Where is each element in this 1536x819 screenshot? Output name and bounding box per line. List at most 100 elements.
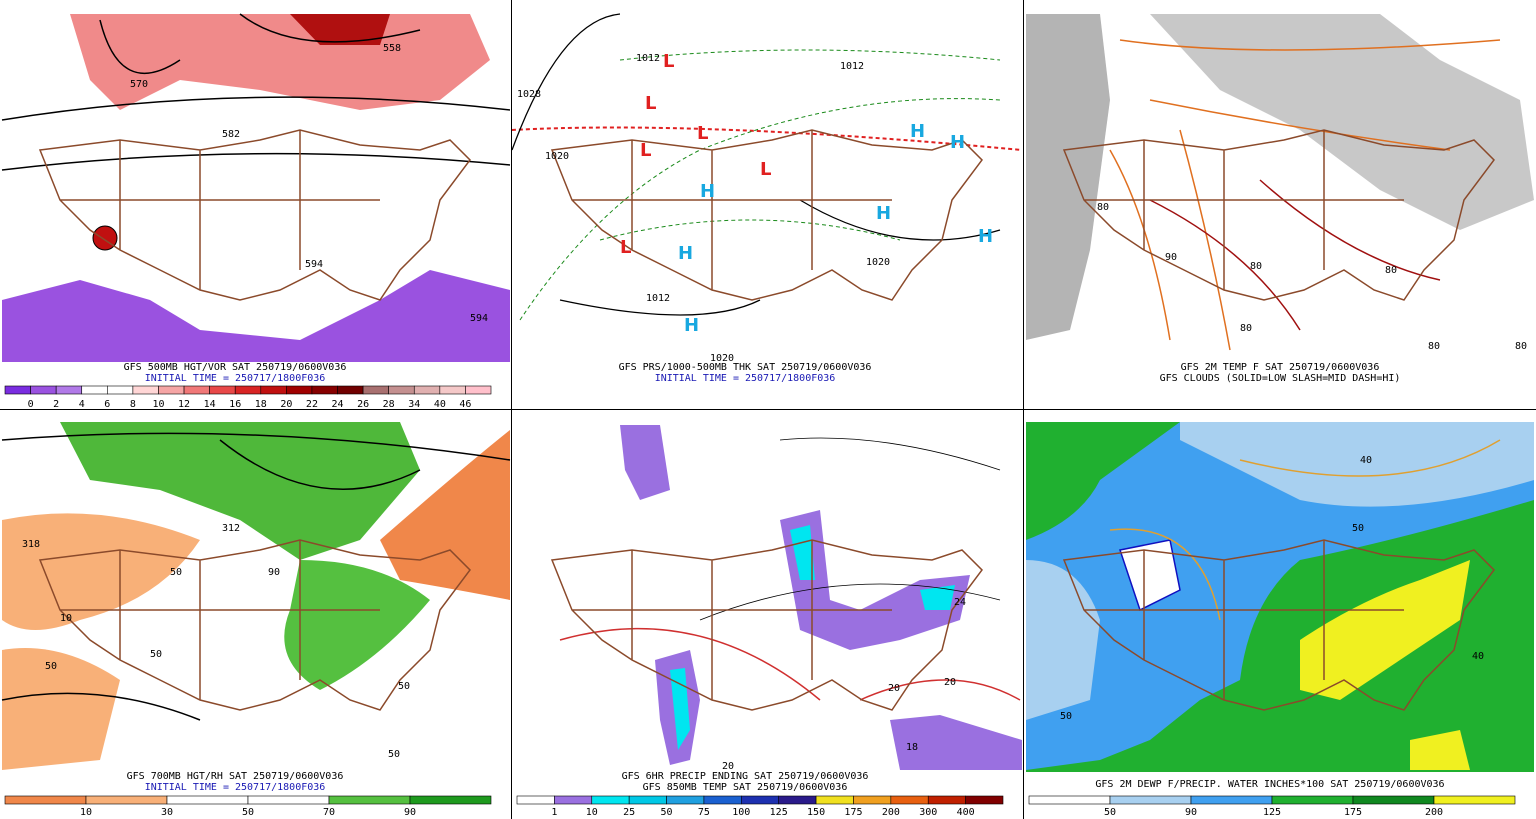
precip-label: 18 [906, 742, 918, 753]
colorbar-label: 125 [770, 807, 788, 818]
colorbar-label: 50 [242, 807, 254, 818]
colorbar-swatch [1271, 795, 1354, 805]
colorbar-label: 14 [204, 399, 216, 410]
contour-label: 80 [1250, 261, 1262, 272]
colorbar-label: 30 [161, 807, 173, 818]
colorbar-swatch [1352, 795, 1435, 805]
colorbar-swatch [413, 385, 441, 395]
colorbar-swatch [286, 385, 313, 395]
contour-label: 40 [1360, 455, 1372, 466]
colorbar-label: 70 [323, 807, 335, 818]
contour-label: 594 [470, 313, 488, 324]
temp-label: 20 [722, 761, 734, 772]
contour-label: 50 [398, 681, 410, 692]
colorbar-label: 0 [28, 399, 34, 410]
colorbar-swatch [209, 385, 236, 395]
colorbar-swatch [132, 385, 159, 395]
contour-label: 582 [222, 129, 240, 140]
contour-label: 40 [1472, 651, 1484, 662]
contour-label: 594 [305, 259, 323, 270]
high-symbol: H [700, 181, 715, 202]
moist-area [284, 560, 430, 690]
thickness-line [511, 126, 1023, 151]
colorbar-label: 400 [957, 807, 975, 818]
colorbar-swatch [166, 795, 249, 805]
colorbar-swatch [516, 795, 555, 805]
contour-label: 50 [388, 749, 400, 760]
contour-label: 90 [1165, 252, 1177, 263]
colorbar-swatch [890, 795, 929, 805]
colorbar-label: 10 [586, 807, 598, 818]
cloud-area [1150, 14, 1534, 230]
colorbar-swatch [1109, 795, 1192, 805]
contour-label: 80 [1097, 202, 1109, 213]
colorbar-label: 28 [383, 399, 395, 410]
panel-caption: GFS 2M DEWP F/PRECIP. WATER INCHES*100 S… [1095, 779, 1444, 790]
colorbar-label: 4 [79, 399, 85, 410]
contour-label: 80 [1240, 323, 1252, 334]
panel-caption: GFS 6HR PRECIP ENDING SAT 250719/0600V03… [622, 771, 869, 782]
colorbar-label: 175 [1344, 807, 1362, 818]
colorbar-swatch [465, 385, 492, 395]
precip-area [670, 668, 690, 750]
map-panel-5: 24 18 20 20 20 [551, 425, 1022, 772]
colorbar-swatch [107, 385, 134, 395]
dry-area [380, 430, 510, 600]
contour-label: 558 [383, 43, 401, 54]
colorbar-label: 175 [844, 807, 862, 818]
isobar-label: 1028 [517, 89, 541, 100]
map-outline [551, 129, 983, 301]
panel-caption: INITIAL TIME = 250717/1800F036 [145, 373, 326, 384]
colorbar-swatch [666, 795, 705, 805]
colorbar-swatch [4, 795, 87, 805]
low-symbol: L [663, 51, 674, 72]
colorbar-label: 50 [1104, 807, 1116, 818]
colorbar-swatch [591, 795, 630, 805]
colorbar-label: 8 [130, 399, 136, 410]
colorbar-label: 50 [661, 807, 673, 818]
colorbar-label: 25 [623, 807, 635, 818]
colorbar-label: 16 [229, 399, 241, 410]
colorbar-swatch [55, 385, 83, 395]
colorbar-swatch [628, 795, 667, 805]
colorbar-label: 1 [551, 807, 557, 818]
colorbar-swatch [311, 385, 338, 395]
colorbar-swatch [4, 385, 31, 395]
colorbar-label: 150 [807, 807, 825, 818]
colorbar-swatch [1190, 795, 1273, 805]
colorbar-label: 46 [459, 399, 471, 410]
contour-label: 50 [1060, 711, 1072, 722]
contour-label: 50 [45, 661, 57, 672]
colorbar-swatch [85, 795, 168, 805]
dry-core [1119, 539, 1181, 612]
isobars [511, 13, 1001, 316]
panel-caption: GFS PRS/1000-500MB THK SAT 250719/0600V0… [619, 362, 872, 373]
pw-area [1026, 422, 1534, 770]
thickness-contours [519, 49, 1001, 321]
panel-caption: GFS 700MB HGT/RH SAT 250719/0600V036 [127, 771, 344, 782]
precip-area [780, 510, 970, 650]
colorbar-label: 20 [280, 399, 292, 410]
colorbar-swatch [409, 795, 492, 805]
colorbar-swatch [81, 385, 108, 395]
colorbar-label: 22 [306, 399, 318, 410]
colorbar-label: 10 [152, 399, 164, 410]
colorbar-swatch [741, 795, 779, 805]
colorbar-label: 75 [698, 807, 710, 818]
precip-area [620, 425, 670, 500]
isobar-label: 1012 [646, 293, 670, 304]
colorbar-swatch [1028, 795, 1111, 805]
isobar-label: 1012 [840, 61, 864, 72]
high-symbol: H [876, 203, 891, 224]
low-symbol: L [640, 140, 651, 161]
colorbar-swatch [853, 795, 892, 805]
colorbar-swatch [362, 385, 389, 395]
low-symbol: L [645, 93, 656, 114]
contour-label: 570 [130, 79, 148, 90]
contour-label: 50 [150, 649, 162, 660]
colorbar-label: 125 [1263, 807, 1281, 818]
panel-caption: GFS 850MB TEMP SAT 250719/0600V036 [643, 782, 848, 793]
high-symbol: H [910, 121, 925, 142]
isobar-label: 1020 [545, 151, 569, 162]
